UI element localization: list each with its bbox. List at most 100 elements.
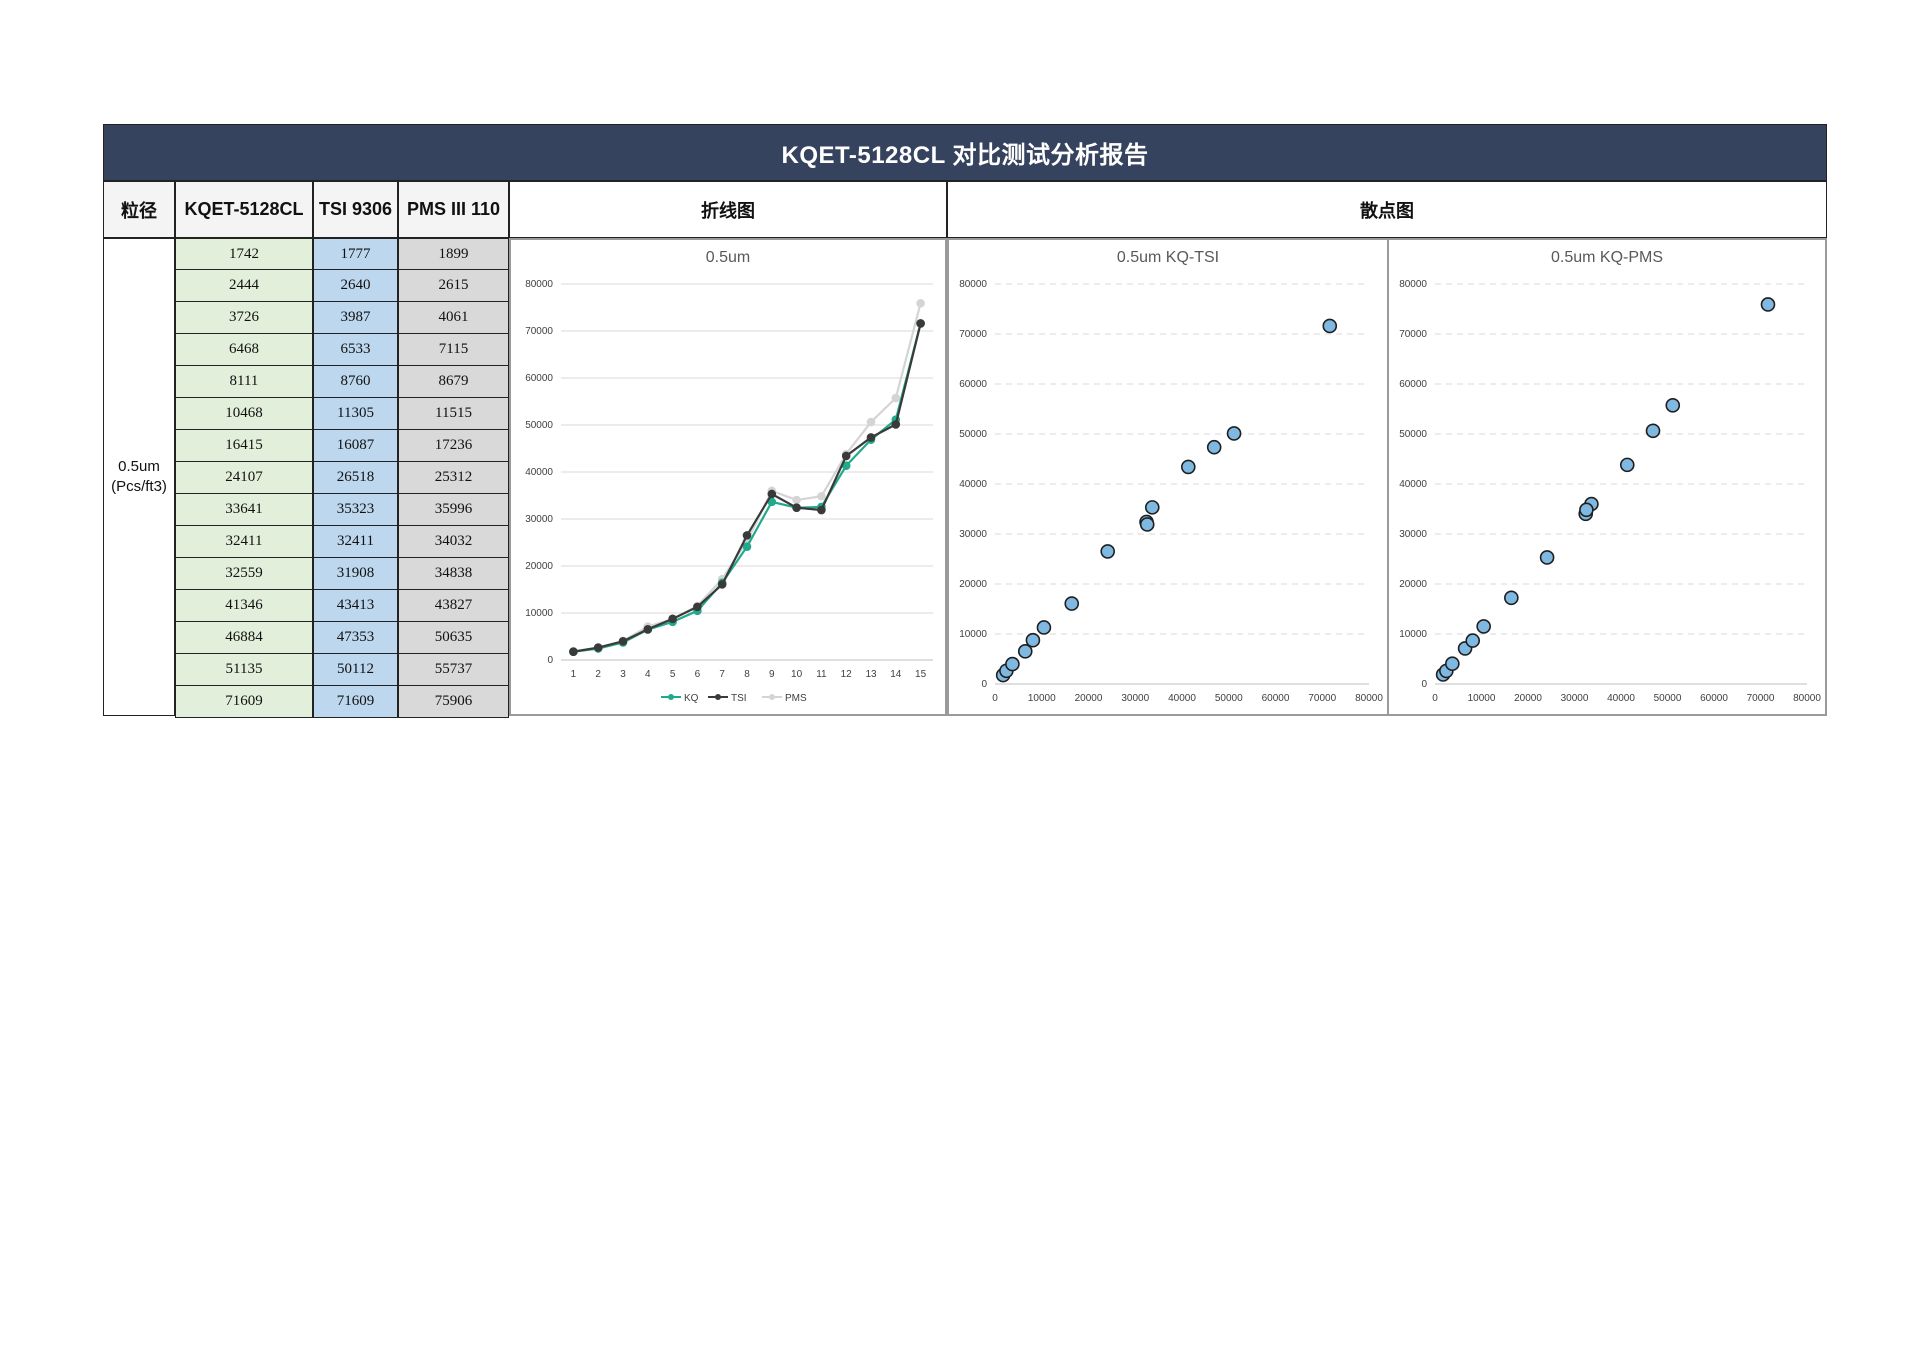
point-tsi [792, 503, 801, 512]
pms-cell: 35996 [398, 494, 509, 526]
legend-label-kq: KQ [684, 693, 699, 704]
report-table: KQET-5128CL 对比测试分析报告 粒径 KQET-5128CL TSI … [103, 124, 1827, 718]
point-tsi [569, 647, 578, 656]
kq-cell: 2444 [175, 270, 313, 302]
header-line-chart: 折线图 [509, 181, 947, 238]
kq-cell: 51135 [175, 654, 313, 686]
legend-label-tsi: TSI [731, 693, 747, 704]
kq-tsi-point [1206, 439, 1222, 455]
pms-cell: 34032 [398, 526, 509, 558]
kq-cell: 1742 [175, 238, 313, 270]
tsi-cell: 6533 [313, 334, 398, 366]
x-tick-label: 40000 [1168, 693, 1196, 704]
point-tsi [841, 451, 851, 461]
point-tsi [767, 489, 777, 499]
point-tsi [593, 643, 603, 652]
x-tick-label: 7 [719, 669, 725, 680]
kq-cell: 6468 [175, 334, 313, 366]
point-tsi [891, 420, 901, 429]
pms-cell: 4061 [398, 302, 509, 334]
x-tick-label: 5 [670, 669, 676, 680]
kq-tsi-point [1139, 517, 1155, 532]
kq-pms-point [1665, 398, 1681, 413]
point-pms [866, 417, 876, 427]
tsi-cell: 2640 [313, 270, 398, 302]
x-tick-label: 6 [695, 669, 701, 680]
y-tick-label: 60000 [1399, 379, 1427, 390]
kq-tsi-point [1036, 620, 1052, 635]
kq-cell: 16415 [175, 430, 313, 462]
y-tick-label: 80000 [1399, 279, 1427, 290]
y-tick-label: 50000 [959, 429, 987, 440]
kq-cell: 24107 [175, 462, 313, 494]
x-tick-label: 70000 [1747, 693, 1775, 704]
header-pms: PMS III 110 [398, 181, 509, 238]
y-tick-label: 10000 [1399, 629, 1427, 640]
kq-tsi-point [1025, 632, 1041, 648]
particle-size-cell: 0.5um (Pcs/ft3) [103, 238, 175, 716]
x-tick-label: 10000 [1028, 693, 1056, 704]
y-tick-label: 70000 [1399, 329, 1427, 340]
header-scatter-chart: 散点图 [947, 181, 1827, 238]
y-tick-label: 40000 [959, 479, 987, 490]
tsi-cell: 32411 [313, 526, 398, 558]
x-tick-label: 20000 [1075, 693, 1103, 704]
kq-cell: 41346 [175, 590, 313, 622]
series-line-kq [573, 323, 922, 653]
y-tick-label: 80000 [525, 279, 553, 290]
y-tick-label: 10000 [959, 629, 987, 640]
scatter-kq-tsi-svg: 0.5um KQ-TSI 00 10000 10000 20000 20000 30000 3… [959, 249, 1383, 704]
y-tick-label: 40000 [1399, 479, 1427, 490]
size-value: 0.5um [118, 458, 160, 475]
x-tick-label: 0 [992, 693, 998, 704]
kq-tsi-point [1322, 318, 1338, 334]
kq-column: 1742 2444 3726 6468 8111 10468 16415 24107 33641… [175, 238, 313, 718]
kq-pms-point [1619, 457, 1635, 473]
tsi-cell: 50112 [313, 654, 398, 686]
legend-marker-tsi [715, 694, 721, 700]
line-chart-title: 0.5um [706, 249, 750, 266]
x-tick-label: 40000 [1607, 693, 1635, 704]
y-tick-label: 30000 [1399, 529, 1427, 540]
kq-cell: 32411 [175, 526, 313, 558]
x-tick-label: 60000 [1262, 693, 1290, 704]
kq-tsi-point [1100, 544, 1116, 559]
series-line-tsi [573, 323, 922, 653]
kq-pms-point [1476, 619, 1491, 634]
scatter-chart-kq-pms: 0.5um KQ-PMS 0 0 10000 10000 20000 20000 30000 3… [1387, 238, 1827, 716]
x-tick-label: 4 [645, 669, 651, 680]
kq-pms-point [1465, 633, 1481, 648]
tsi-cell: 8760 [313, 366, 398, 398]
line-chart-svg: 0.5um 0 10000 20000 30000 40000 50000 60000 7000… [525, 249, 933, 704]
x-tick-label: 0 [1432, 693, 1438, 704]
kq-cell: 3726 [175, 302, 313, 334]
pms-cell: 11515 [398, 398, 509, 430]
y-tick-label: 30000 [525, 514, 553, 525]
x-tick-label: 15 [915, 669, 927, 680]
point-tsi [693, 602, 702, 612]
series-line-pms [573, 302, 922, 653]
report-title: KQET-5128CL 对比测试分析报告 [103, 124, 1827, 181]
point-tsi [643, 624, 653, 634]
kq-pms-point [1760, 297, 1776, 312]
tsi-cell: 3987 [313, 302, 398, 334]
kq-tsi-title: 0.5um KQ-TSI [1117, 249, 1219, 266]
x-tick-label: 30000 [1561, 693, 1589, 704]
pms-cell: 1899 [398, 238, 509, 270]
kq-cell: 8111 [175, 366, 313, 398]
y-tick-label: 20000 [525, 561, 553, 572]
kq-pms-point [1579, 502, 1594, 518]
x-tick-label: 12 [841, 669, 853, 680]
kq-pms-point [1645, 423, 1661, 439]
x-tick-label: 50000 [1215, 693, 1243, 704]
x-tick-label: 10000 [1468, 693, 1496, 704]
y-tick-label: 10000 [525, 608, 553, 619]
x-tick-label: 11 [816, 669, 827, 680]
kq-pms-title: 0.5um KQ-PMS [1551, 249, 1663, 266]
point-kq [742, 542, 752, 551]
y-tick-label: 20000 [1399, 579, 1427, 590]
tsi-cell: 31908 [313, 558, 398, 590]
pms-cell: 50635 [398, 622, 509, 654]
x-tick-label: 50000 [1654, 693, 1682, 704]
tsi-cell: 47353 [313, 622, 398, 654]
